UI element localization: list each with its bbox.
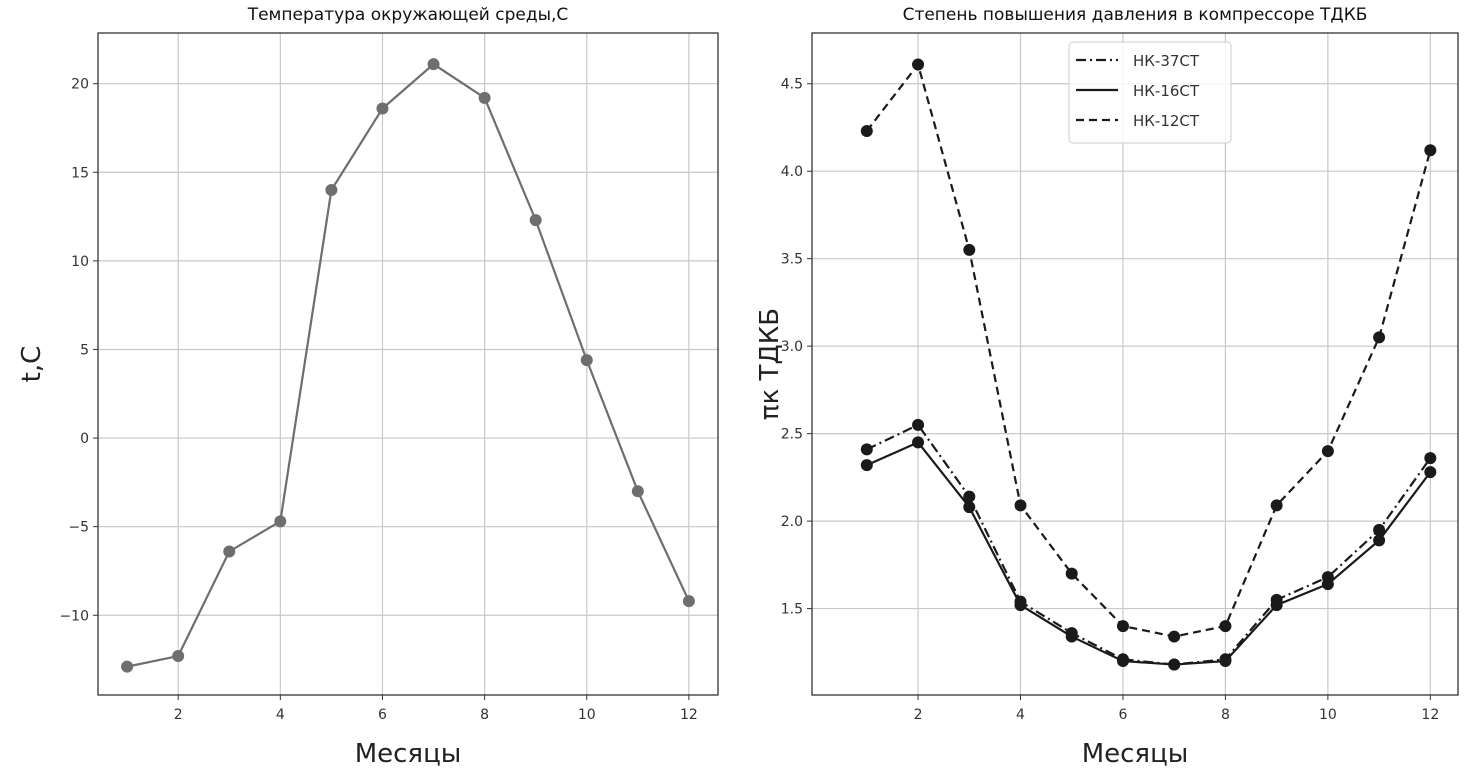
data-point: [860, 124, 873, 137]
legend-label: НК-12СТ: [1133, 112, 1200, 130]
data-point: [860, 443, 873, 456]
data-point: [1116, 655, 1129, 668]
data-point: [1219, 620, 1232, 633]
data-point: [529, 214, 542, 227]
series-НК-16СТ: [860, 436, 1437, 671]
data-point: [1219, 655, 1232, 668]
y-tick-label: 15: [71, 165, 89, 181]
x-tick-label: 4: [1016, 707, 1025, 723]
y-axis-label: t,C: [17, 346, 47, 383]
data-point: [963, 501, 976, 514]
series-НК-37СТ: [860, 418, 1437, 671]
data-point: [478, 91, 491, 104]
data-point: [121, 660, 134, 673]
data-point: [1424, 144, 1437, 157]
x-tick-label: 8: [1221, 707, 1230, 723]
data-point: [1424, 452, 1437, 465]
series-line: [866, 441, 1432, 666]
data-point: [1168, 658, 1181, 671]
x-tick-label: 4: [276, 707, 285, 723]
series-line: [865, 62, 1432, 638]
y-tick-label: 10: [71, 254, 89, 270]
x-axis-label: Месяцы: [355, 739, 462, 769]
chart-2: 2 4 6 8 10 12 1.5 2.0 2.5 3.0 3.5 4.0 4.5 Степень пов…: [755, 5, 1459, 769]
x-tick-label: 10: [578, 707, 596, 723]
y-tick-label: 4.0: [781, 164, 803, 180]
x-tick-label: 10: [1319, 707, 1337, 723]
data-point: [1373, 534, 1386, 547]
data-point: [1270, 599, 1283, 612]
legend-label: НК-37СТ: [1133, 52, 1200, 70]
data-point: [1270, 499, 1283, 512]
data-point: [912, 436, 925, 449]
y-tick-label: 2.5: [781, 427, 803, 443]
data-point: [223, 545, 236, 558]
data-point: [1424, 466, 1437, 479]
y-tick-label: 4.5: [781, 77, 803, 93]
y-tick-label: −10: [59, 608, 89, 624]
y-tick-label: 5: [80, 342, 89, 358]
x-tick-label: 6: [378, 707, 387, 723]
series-line: [126, 62, 690, 668]
data-point: [427, 58, 440, 71]
data-point: [682, 595, 695, 608]
chart-title: Степень повышения давления в компрессоре…: [903, 5, 1368, 25]
legend-label: НК-16СТ: [1133, 82, 1200, 100]
series-line: [866, 423, 1432, 666]
y-tick-label: −5: [68, 520, 89, 536]
data-point: [963, 243, 976, 256]
data-point: [963, 490, 976, 503]
data-point: [1014, 499, 1027, 512]
data-point: [172, 650, 185, 663]
data-point: [1065, 630, 1078, 643]
data-point: [912, 58, 925, 71]
x-tick-label: 8: [480, 707, 489, 723]
x-tick-label: 2: [914, 707, 923, 723]
data-point: [1321, 445, 1334, 458]
legend-box: [1068, 41, 1232, 144]
chart-1: 2 4 6 8 10 12 −10 −5 0 5 10 15 20 Температура окружаю…: [17, 5, 719, 769]
y-tick-label: 1.5: [781, 602, 803, 618]
data-point: [1014, 599, 1027, 612]
data-point: [860, 459, 873, 472]
y-tick-label: 3.5: [781, 252, 803, 268]
axes-frame: [97, 32, 719, 696]
y-tick-label: 2.0: [781, 514, 803, 530]
data-point: [1168, 630, 1181, 643]
data-point: [912, 418, 925, 431]
y-tick-label: 20: [71, 77, 89, 93]
data-point: [1065, 567, 1078, 580]
x-tick-label: 2: [174, 707, 183, 723]
series-temperature: [121, 58, 695, 673]
axes-frame: [811, 32, 1459, 696]
data-point: [631, 485, 644, 498]
legend: НК-37СТ НК-16СТ НК-12СТ: [1068, 41, 1232, 144]
x-tick-label: 12: [680, 707, 698, 723]
data-point: [376, 102, 389, 115]
x-axis-label: Месяцы: [1082, 739, 1189, 769]
data-point: [1321, 578, 1334, 591]
data-point: [580, 354, 593, 367]
data-point: [1373, 523, 1386, 536]
data-point: [325, 183, 338, 196]
chart-title: Температура окружающей среды,С: [247, 5, 569, 25]
y-tick-label: 0: [80, 431, 89, 447]
y-axis-label: πк ТДКБ: [755, 308, 785, 420]
data-point: [1373, 331, 1386, 344]
series-НК-12СТ: [860, 58, 1437, 643]
data-point: [274, 515, 287, 528]
x-tick-label: 12: [1421, 707, 1439, 723]
data-point: [1116, 620, 1129, 633]
x-tick-label: 6: [1119, 707, 1128, 723]
y-tick-label: 3.0: [781, 339, 803, 355]
